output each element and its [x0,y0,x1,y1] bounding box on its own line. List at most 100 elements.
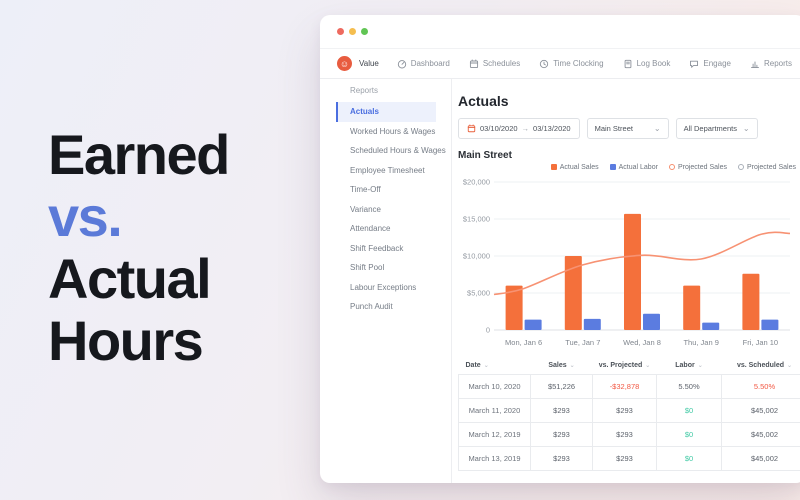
cell: March 13, 2019 [459,447,531,471]
hero-line-actual: Actual [48,248,229,310]
nav-item-engage[interactable]: Engage [689,59,731,69]
column-header-labor[interactable]: Labor⌄ [657,356,722,375]
svg-text:$5,000: $5,000 [467,289,490,298]
svg-text:Thu, Jan 9: Thu, Jan 9 [683,338,718,347]
schedules-icon [469,59,479,69]
cell: $293 [593,423,657,447]
top-navigation: ☺ Value Dashboard Schedules Time Clockin… [320,48,800,79]
cell: -$32,878 [593,375,657,399]
brand[interactable]: ☺ Value [337,56,379,71]
chevron-down-icon: ⌄ [654,124,661,133]
column-header-vs-projected[interactable]: vs. Projected⌄ [593,356,657,375]
brand-name: Value [359,59,379,68]
cell: $45,002 [722,423,800,447]
table-row[interactable]: March 10, 2020$51,226-$32,8785.50%5.50% [459,375,800,399]
dashboard-icon [397,59,407,69]
svg-text:Wed, Jan 8: Wed, Jan 8 [623,338,661,347]
cell: $293 [531,423,593,447]
cell: $293 [593,447,657,471]
window-body: Reports Actuals Worked Hours & Wages Sch… [320,79,800,483]
nav-item-schedules[interactable]: Schedules [469,59,520,69]
nav-item-time-clocking[interactable]: Time Clocking [539,59,603,69]
sidebar-item-punch-audit[interactable]: Punch Audit [336,297,436,317]
cell: $293 [593,399,657,423]
engage-icon [689,59,699,69]
reports-icon [750,59,760,69]
date-range-arrow-icon: → [522,124,530,133]
cell: $45,002 [722,399,800,423]
brand-logo-icon: ☺ [337,56,352,71]
sidebar-item-labour-exceptions[interactable]: Labour Exceptions [336,278,436,298]
department-select-value: All Departments [684,124,737,133]
legend-swatch-icon [738,164,744,170]
sidebar-item-shift-feedback[interactable]: Shift Feedback [336,239,436,259]
log-book-icon [623,59,633,69]
close-button[interactable] [337,28,344,35]
nav-item-reports[interactable]: Reports [750,59,792,69]
cell: $0 [657,399,722,423]
sidebar-item-actuals[interactable]: Actuals [336,102,436,122]
sidebar-item-time-off[interactable]: Time-Off [336,180,436,200]
column-header-sales[interactable]: Sales⌄ [531,356,593,375]
chart-section-title: Main Street [458,150,800,161]
legend-swatch-icon [610,164,616,170]
table-row[interactable]: March 13, 2019$293$293$0$45,002 [459,447,800,471]
location-select[interactable]: Main Street ⌄ [587,118,669,139]
nav-item-log-book[interactable]: Log Book [623,59,671,69]
filter-bar: 03/10/2020 → 03/13/2020 Main Street ⌄ Al… [458,118,800,139]
sidebar-item-shift-pool[interactable]: Shift Pool [336,258,436,278]
sidebar-item-variance[interactable]: Variance [336,200,436,220]
sidebar-title: Reports [350,86,451,95]
maximize-button[interactable] [361,28,368,35]
nav-item-dashboard[interactable]: Dashboard [397,59,450,69]
sidebar-item-attendance[interactable]: Attendance [336,219,436,239]
column-header-date[interactable]: Date⌄ [459,356,531,375]
app-window: ☺ Value Dashboard Schedules Time Clockin… [320,15,800,483]
department-select[interactable]: All Departments ⌄ [676,118,758,139]
legend-item: Actual Sales [551,164,599,171]
nav-items: Dashboard Schedules Time Clocking Log Bo… [397,59,792,69]
table-row[interactable]: March 12, 2019$293$293$0$45,002 [459,423,800,447]
hero-line-hours: Hours [48,310,229,372]
hero-headline: Earned vs. Actual Hours [48,124,229,372]
cell: March 11, 2020 [459,399,531,423]
svg-text:$10,000: $10,000 [463,252,490,261]
window-titlebar [320,15,800,48]
minimize-button[interactable] [349,28,356,35]
cell: $293 [531,447,593,471]
chart-legend: Actual SalesActual LaborProjected SalesP… [458,162,796,172]
sort-icon: ⌄ [484,363,489,369]
date-range-picker[interactable]: 03/10/2020 → 03/13/2020 [458,118,580,139]
svg-text:$20,000: $20,000 [463,178,490,187]
cell: $0 [657,423,722,447]
svg-text:Tue, Jan 7: Tue, Jan 7 [565,338,600,347]
main-content: Actuals 03/10/2020 → 03/13/2020 Main Str… [452,79,800,483]
column-header-vs-scheduled[interactable]: vs. Scheduled⌄ [722,356,800,375]
sidebar-item-worked-hours-wages[interactable]: Worked Hours & Wages [336,122,436,142]
date-start: 03/10/2020 [480,124,518,133]
cell: March 12, 2019 [459,423,531,447]
chevron-down-icon: ⌄ [743,124,750,133]
sidebar-item-employee-timesheet[interactable]: Employee Timesheet [336,161,436,181]
sidebar-item-scheduled-hours-wages[interactable]: Scheduled Hours & Wages [336,141,436,161]
cell: $293 [531,399,593,423]
actuals-table-wrap: Date⌄Sales⌄vs. Projected⌄Labor⌄vs. Sched… [458,356,800,471]
legend-swatch-icon [669,164,675,170]
cell: March 10, 2020 [459,375,531,399]
cell: 5.50% [657,375,722,399]
svg-text:Fri, Jan 10: Fri, Jan 10 [743,338,778,347]
date-end: 03/13/2020 [533,124,571,133]
table-row[interactable]: March 11, 2020$293$293$0$45,002 [459,399,800,423]
page-title: Actuals [458,93,800,109]
actuals-table: Date⌄Sales⌄vs. Projected⌄Labor⌄vs. Sched… [458,356,800,471]
hero-line-earned: Earned [48,124,229,186]
location-select-value: Main Street [595,124,633,133]
page-background: Earned vs. Actual Hours ☺ Value Dashboar… [0,0,800,500]
sort-icon: ⌄ [787,363,792,369]
sort-icon: ⌄ [645,363,650,369]
legend-item: Projected Sales [669,164,727,171]
svg-text:$15,000: $15,000 [463,215,490,224]
sort-icon: ⌄ [698,363,703,369]
cell: $51,226 [531,375,593,399]
svg-text:Mon, Jan 6: Mon, Jan 6 [505,338,542,347]
